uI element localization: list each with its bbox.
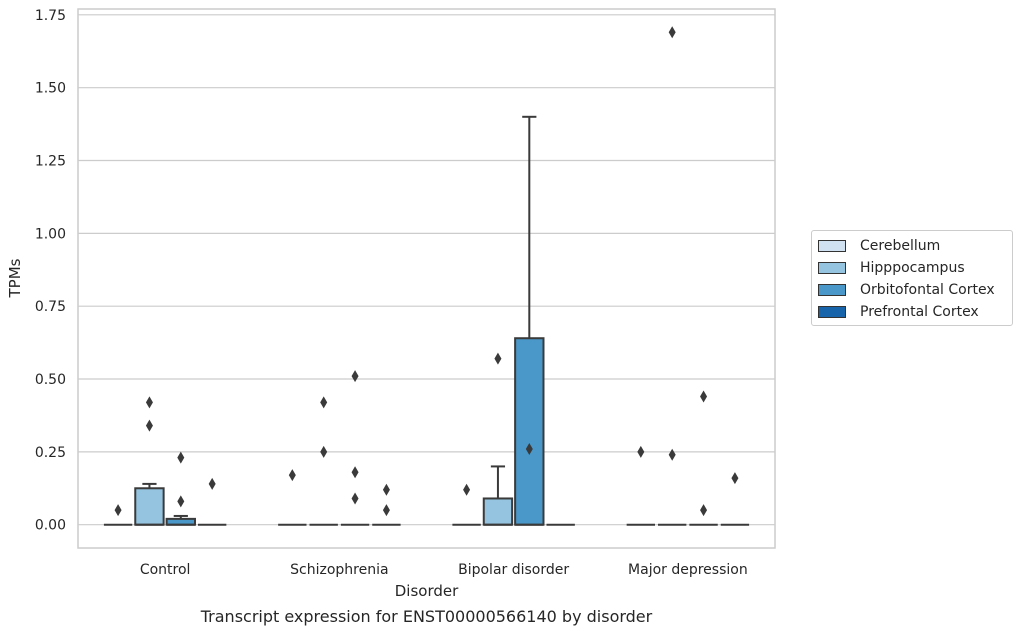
outlier-point bbox=[288, 469, 296, 482]
x-tick-label-bipolar-disorder: Bipolar disorder bbox=[458, 562, 569, 578]
box-hipppocampus-bipolar-disorder bbox=[482, 465, 514, 526]
legend-swatch-cerebellum bbox=[818, 240, 846, 252]
legend-item-prefrontal-cortex: Prefrontal Cortex bbox=[818, 302, 979, 322]
legend-label-prefrontal-cortex: Prefrontal Cortex bbox=[860, 304, 979, 320]
outlier-point bbox=[320, 445, 328, 458]
grid-lines bbox=[78, 14, 775, 526]
chart-title: Transcript expression for ENST0000056614… bbox=[200, 607, 653, 626]
boxes bbox=[103, 115, 750, 526]
outlier-points bbox=[114, 26, 739, 517]
outlier-point bbox=[700, 390, 708, 403]
outlier-point bbox=[145, 396, 153, 409]
y-axis-label: TPMs bbox=[6, 258, 24, 298]
outlier-point bbox=[463, 483, 471, 496]
outlier-point bbox=[525, 442, 533, 455]
y-tick-label: 1.75 bbox=[35, 8, 66, 24]
legend-item-cerebellum: Cerebellum bbox=[818, 236, 940, 256]
outlier-point bbox=[637, 445, 645, 458]
outlier-point bbox=[351, 370, 359, 383]
legend-item-hippocampus: Hipppocampus bbox=[818, 258, 965, 278]
legend-label-cerebellum: Cerebellum bbox=[860, 238, 941, 254]
box-iqr bbox=[514, 337, 545, 526]
outlier-point bbox=[494, 352, 502, 365]
y-tick-label: 0.00 bbox=[35, 518, 66, 534]
box-hipppocampus-control bbox=[134, 482, 165, 526]
box-iqr bbox=[482, 497, 514, 526]
legend-swatch-orbitofrontal-cortex bbox=[818, 284, 846, 296]
outlier-point bbox=[320, 396, 328, 409]
legend-item-orbitofrontal-cortex: Orbitofontal Cortex bbox=[818, 280, 995, 300]
y-tick-label: 0.75 bbox=[35, 299, 66, 315]
outlier-point bbox=[731, 472, 739, 485]
outlier-point bbox=[208, 477, 216, 490]
y-tick-label: 0.25 bbox=[35, 445, 66, 461]
outlier-point bbox=[382, 483, 390, 496]
legend-label-hippocampus: Hipppocampus bbox=[860, 260, 965, 276]
x-tick-labels: Control Schizophrenia Bipolar disorder Majo… bbox=[140, 562, 748, 578]
outlier-point bbox=[351, 492, 359, 505]
outlier-point bbox=[145, 419, 153, 432]
box-orbitofontal-cortex-bipolar-disorder bbox=[514, 115, 545, 526]
box-iqr bbox=[134, 487, 165, 526]
x-axis-label: Disorder bbox=[395, 582, 459, 600]
outlier-point bbox=[700, 504, 708, 517]
box-orbitofontal-cortex-control bbox=[165, 514, 196, 526]
x-tick-label-major-depression: Major depression bbox=[628, 562, 748, 578]
outlier-point bbox=[351, 466, 359, 479]
legend-swatch-hippocampus bbox=[818, 262, 846, 274]
legend-swatch-prefrontal-cortex bbox=[818, 306, 846, 318]
x-tick-label-schizophrenia: Schizophrenia bbox=[290, 562, 388, 578]
legend-label-orbitofrontal-cortex: Orbitofontal Cortex bbox=[860, 282, 995, 298]
legend: Cerebellum Hipppocampus Orbitofontal Cor… bbox=[811, 230, 1013, 326]
outlier-point bbox=[382, 504, 390, 517]
plot-frame bbox=[77, 8, 776, 549]
outlier-point bbox=[177, 495, 185, 508]
y-tick-labels: 0.00 0.25 0.50 0.75 1.00 1.25 1.50 1.75 bbox=[35, 8, 66, 534]
y-tick-label: 1.00 bbox=[35, 226, 66, 242]
x-tick-label-control: Control bbox=[140, 562, 191, 578]
outlier-point bbox=[668, 26, 676, 39]
outlier-point bbox=[668, 448, 676, 461]
y-tick-label: 0.50 bbox=[35, 372, 66, 388]
y-tick-label: 1.50 bbox=[35, 81, 66, 97]
outlier-point bbox=[114, 504, 122, 517]
outlier-point bbox=[177, 451, 185, 464]
y-tick-label: 1.25 bbox=[35, 154, 66, 170]
